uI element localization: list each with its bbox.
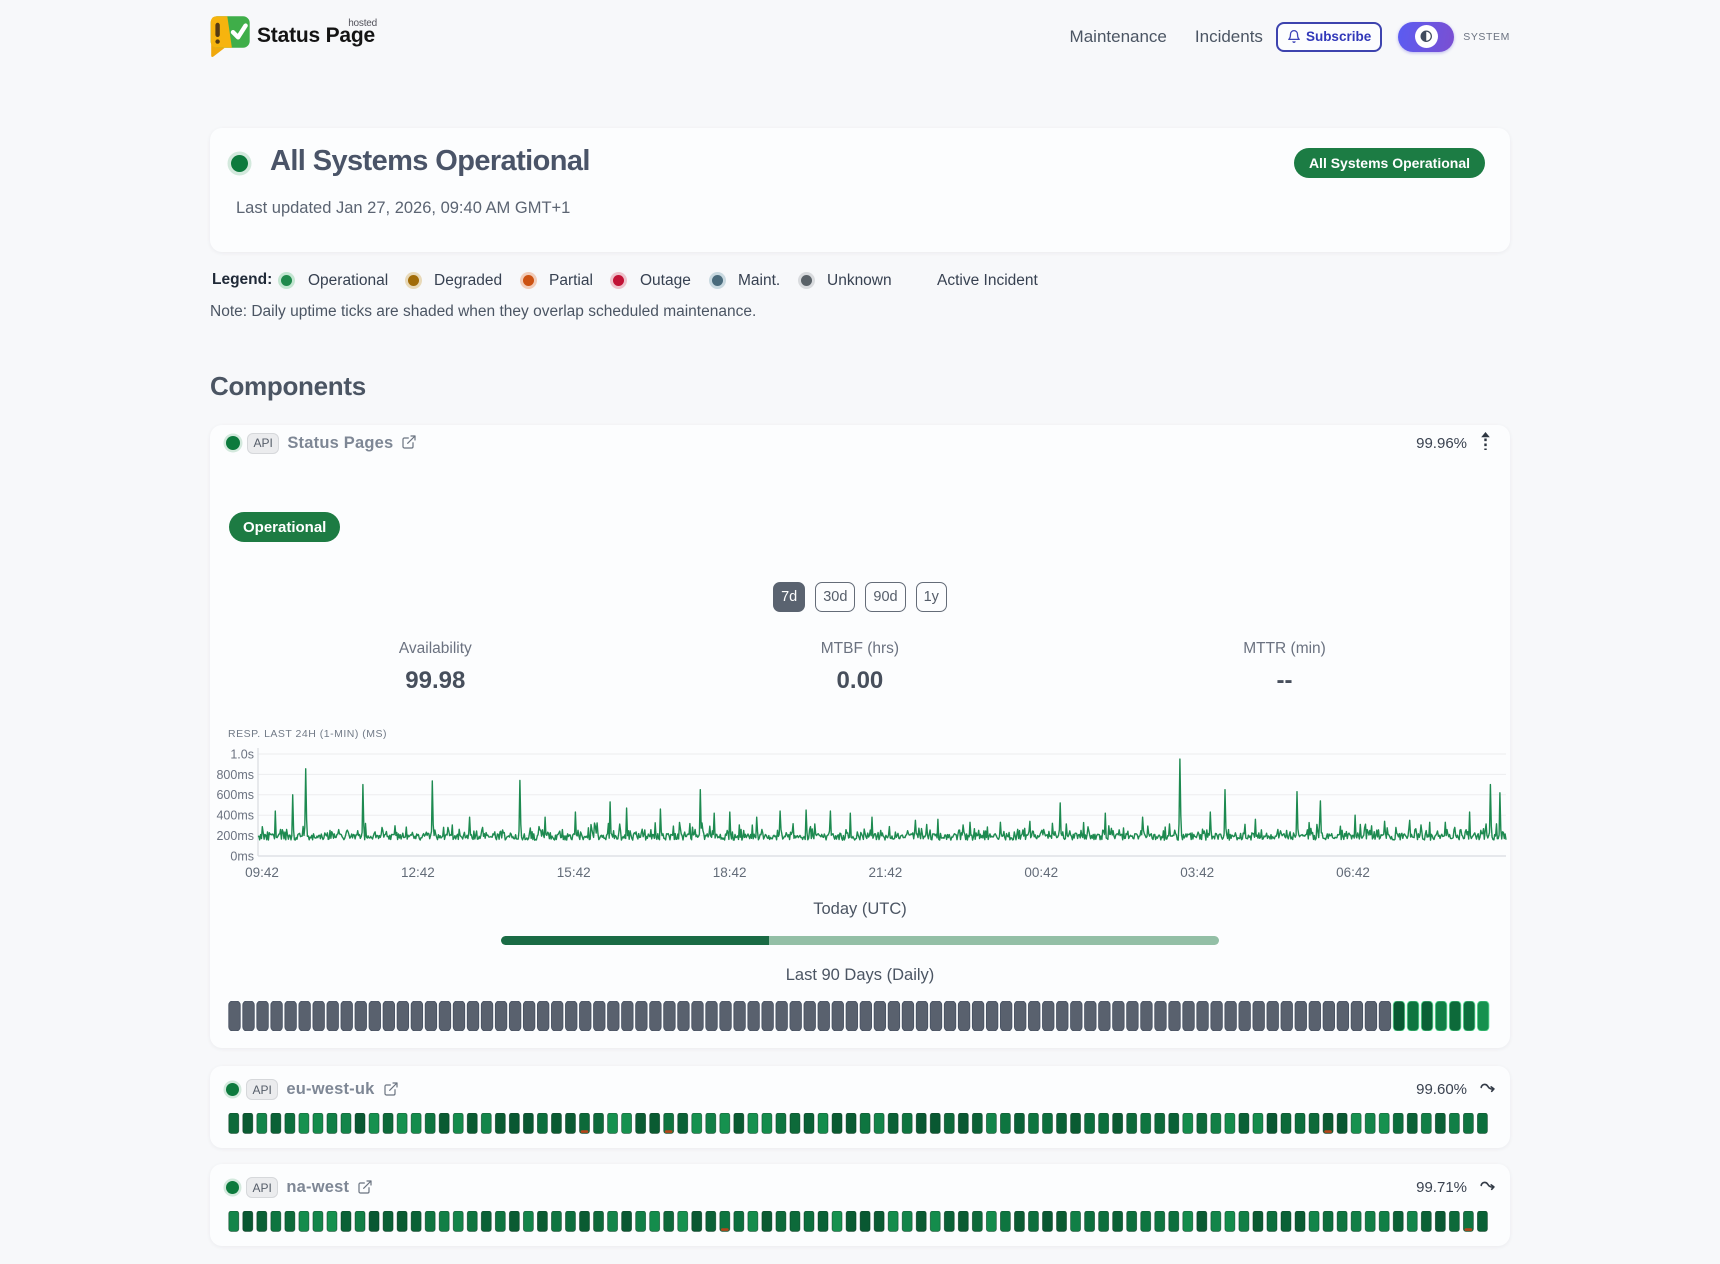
svg-text:0ms: 0ms xyxy=(230,849,254,863)
svg-text:600ms: 600ms xyxy=(216,788,254,802)
svg-text:200ms: 200ms xyxy=(216,829,254,843)
svg-text:21:42: 21:42 xyxy=(869,865,903,880)
svg-text:400ms: 400ms xyxy=(216,809,254,823)
svg-text:09:42: 09:42 xyxy=(245,865,279,880)
svg-text:12:42: 12:42 xyxy=(401,865,435,880)
svg-text:06:42: 06:42 xyxy=(1336,865,1370,880)
svg-text:15:42: 15:42 xyxy=(557,865,591,880)
svg-text:800ms: 800ms xyxy=(216,768,254,782)
svg-text:1.0s: 1.0s xyxy=(230,747,254,761)
svg-text:18:42: 18:42 xyxy=(713,865,747,880)
svg-text:03:42: 03:42 xyxy=(1180,865,1214,880)
svg-text:00:42: 00:42 xyxy=(1024,865,1058,880)
